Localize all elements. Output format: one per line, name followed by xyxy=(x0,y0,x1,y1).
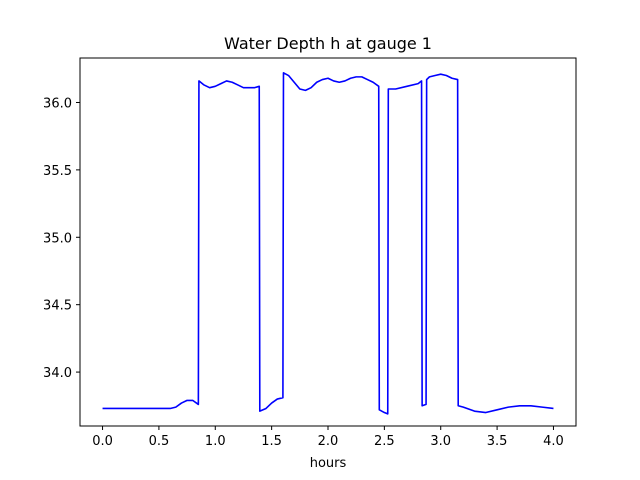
y-tick-label: 35.5 xyxy=(43,164,72,179)
x-tick-label: 3.5 xyxy=(487,434,508,449)
y-tick-label: 36.0 xyxy=(43,96,72,111)
x-tick-label: 2.5 xyxy=(374,434,395,449)
x-tick-label: 3.0 xyxy=(430,434,451,449)
y-tick-label: 35.0 xyxy=(43,231,72,246)
x-tick-label: 2.0 xyxy=(318,434,339,449)
x-tick-label: 4.0 xyxy=(543,434,564,449)
x-tick-label: 0.5 xyxy=(149,434,170,449)
chart-title: Water Depth h at gauge 1 xyxy=(224,34,432,53)
series-line-1 xyxy=(102,72,554,415)
x-tick-label: 0.0 xyxy=(92,434,113,449)
axes-frame xyxy=(79,57,577,427)
series-layer xyxy=(102,72,554,415)
x-tick-label: 1.0 xyxy=(205,434,226,449)
x-tick-label: 1.5 xyxy=(261,434,282,449)
plot-area xyxy=(80,58,576,426)
ticks-layer: 0.0 0.5 1.0 1.5 2.0 2.5 3.0 3.5 4.0 34.0 34.5 35.0 3… xyxy=(43,96,564,449)
x-axis-label: hours xyxy=(310,456,347,471)
y-tick-label: 34.5 xyxy=(43,299,72,314)
y-tick-label: 34.0 xyxy=(43,366,72,381)
